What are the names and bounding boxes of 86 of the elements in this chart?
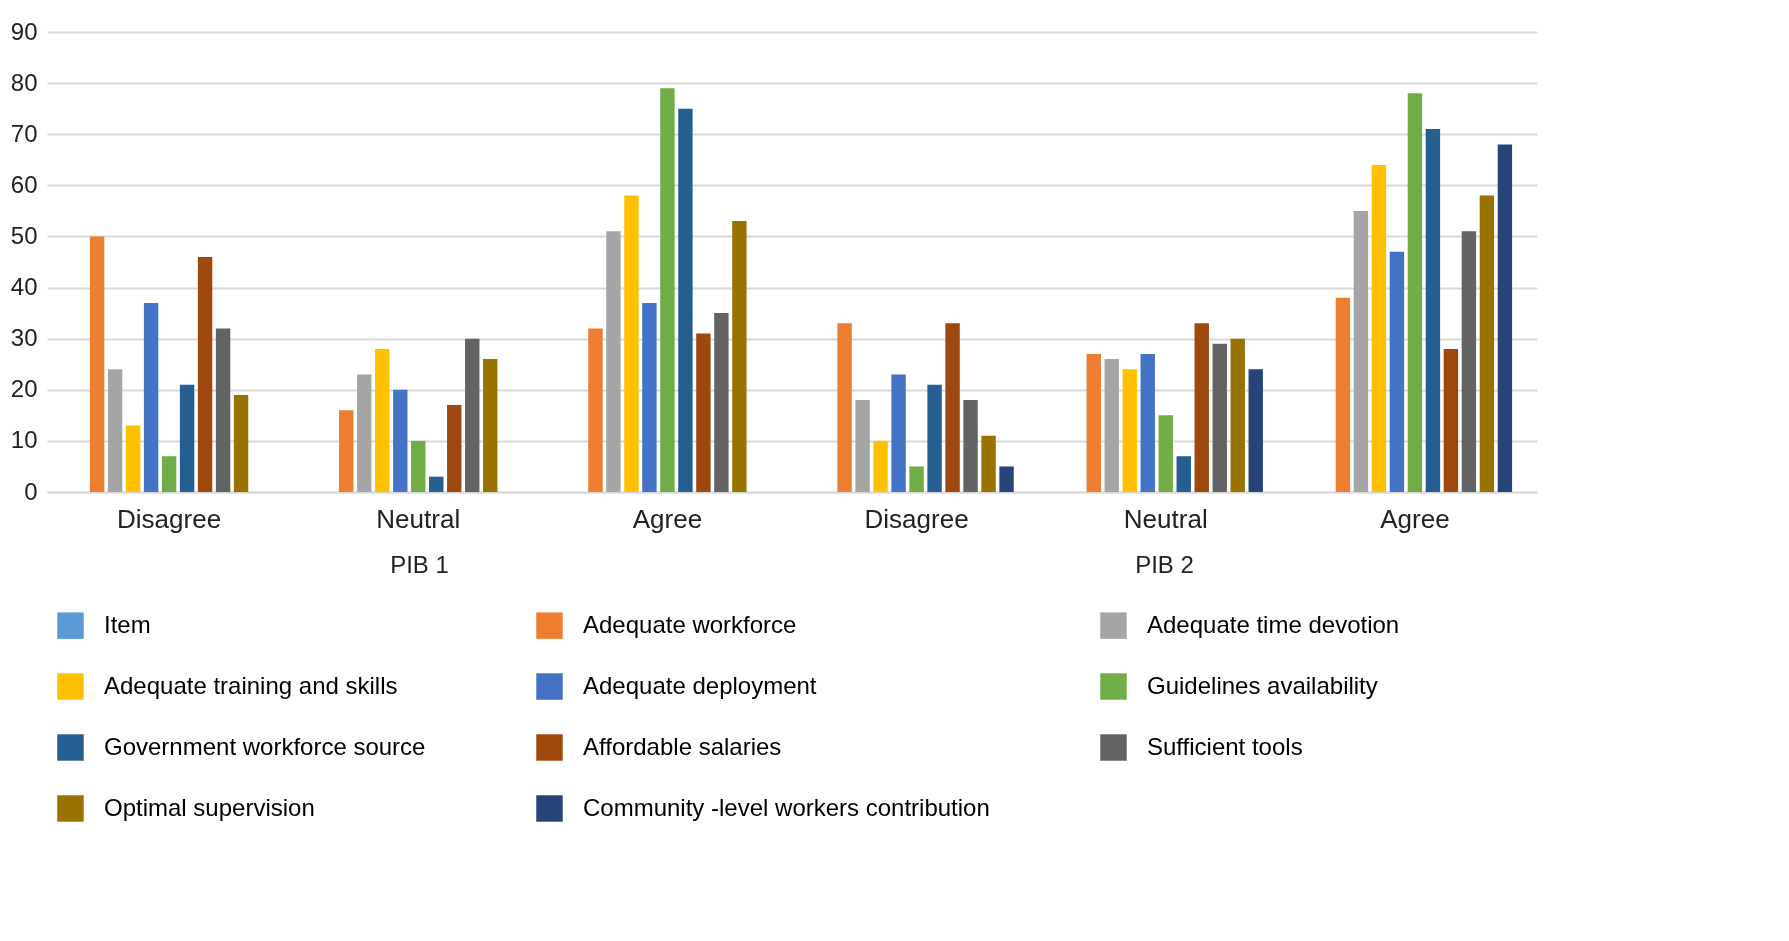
y-tick-label: 60 <box>10 170 38 198</box>
bar <box>1479 195 1495 492</box>
legend-label: Government workforce source <box>104 732 426 760</box>
bar <box>1389 251 1405 492</box>
legend-label: Adequate training and skills <box>104 671 398 699</box>
bar <box>215 328 231 492</box>
bar <box>981 435 996 492</box>
text: PIB 2 <box>1135 551 1194 578</box>
bar <box>999 466 1014 492</box>
bar <box>89 236 105 492</box>
bar <box>1122 369 1137 492</box>
bar <box>429 476 444 492</box>
bar <box>855 400 870 492</box>
bar <box>197 256 213 492</box>
bar <box>483 359 498 492</box>
y-tick-label: 30 <box>10 324 38 352</box>
y-tick-label: 80 <box>10 68 38 96</box>
bar <box>696 333 711 492</box>
bar <box>1104 359 1119 492</box>
bar <box>1194 323 1209 492</box>
bar <box>963 400 978 492</box>
y-tick-label: 20 <box>10 375 38 403</box>
bar <box>447 405 462 492</box>
bar <box>1353 210 1369 492</box>
bar <box>411 440 426 492</box>
bar <box>1212 343 1227 492</box>
legend-label: Adequate workforce <box>583 610 797 638</box>
bar <box>1140 354 1155 492</box>
y-tick-label: 90 <box>10 17 38 45</box>
bar <box>107 369 123 492</box>
y-tick-label: 10 <box>10 426 38 454</box>
legend-label: Sufficient tools <box>1147 732 1303 760</box>
bar <box>1461 231 1477 492</box>
legend-label: Item <box>104 610 151 638</box>
bar <box>927 384 942 492</box>
bar <box>233 394 249 492</box>
bar <box>375 348 390 492</box>
bar <box>357 374 372 492</box>
bar <box>642 302 657 492</box>
bar <box>179 384 195 492</box>
bar <box>624 195 639 492</box>
x-tick-label: Agree <box>632 503 703 534</box>
y-tick-label: 70 <box>10 119 38 147</box>
bar <box>1158 415 1173 492</box>
legend-label: Guidelines availability <box>1147 671 1378 699</box>
legend-label: Optimal supervision <box>104 793 315 821</box>
bar <box>143 302 159 492</box>
bar <box>1335 297 1351 492</box>
bar <box>588 328 603 492</box>
bar <box>678 108 693 492</box>
legend-label: Adequate time devotion <box>1147 610 1400 638</box>
x-tick-label: Agree <box>1380 503 1450 534</box>
bar <box>1086 354 1101 492</box>
y-tick-label: 40 <box>10 273 38 301</box>
bar <box>732 221 747 492</box>
bar <box>125 425 141 492</box>
x-tick-label: Neutral <box>376 503 461 534</box>
bar <box>837 323 852 492</box>
bar <box>606 231 621 492</box>
y-tick-label: 50 <box>10 221 38 249</box>
bar <box>873 440 888 492</box>
bar <box>1176 456 1191 492</box>
bar <box>660 88 675 492</box>
bar <box>465 338 480 492</box>
bar <box>161 456 177 492</box>
bar <box>1425 129 1441 492</box>
bar <box>945 323 960 492</box>
bar <box>1497 144 1513 492</box>
bar <box>1443 348 1459 492</box>
bar <box>1407 93 1423 492</box>
legend-label: Adequate deployment <box>583 671 817 699</box>
x-tick-label: Neutral <box>1123 503 1208 534</box>
bar <box>339 410 354 492</box>
bar <box>1230 338 1245 492</box>
bar <box>1248 369 1263 492</box>
y-tick-label: 0 <box>24 477 38 505</box>
text: PIB 1 <box>390 551 449 578</box>
legend-label: Community -level workers contribution <box>583 793 990 821</box>
bar <box>714 313 729 492</box>
bar <box>393 389 408 492</box>
x-tick-label: Disagree <box>117 503 222 534</box>
bar <box>891 374 906 492</box>
legend-label: Affordable salaries <box>583 732 782 760</box>
bar <box>1371 164 1387 492</box>
bar <box>909 466 924 492</box>
x-tick-label: Disagree <box>864 503 969 534</box>
